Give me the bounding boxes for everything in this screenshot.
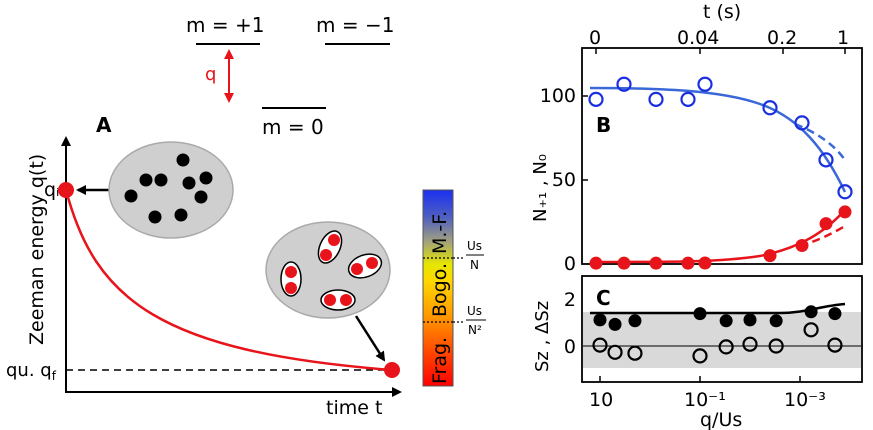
panel-c-series-0-point-8 <box>828 307 842 321</box>
panel-b-series-0-point-0 <box>588 91 604 107</box>
panel-b-top-ticks: 0 0.04 0.2 1 <box>589 27 849 54</box>
panel-c-ylabel: Sz , ΔSz <box>532 301 553 372</box>
panel-c-series-0-point-2 <box>628 314 642 328</box>
panel-b-series-1-point-5 <box>763 249 777 263</box>
panel-b-series-1-point-3 <box>681 256 695 270</box>
panel-b-series-1-point-0 <box>589 256 603 270</box>
panel-b-series-1-point-1 <box>617 256 631 270</box>
b-ytick-50: 50 <box>552 169 576 191</box>
level-label-minus: m = −1 <box>316 13 394 37</box>
panel-b-y-ticks: 0 50 100 <box>540 85 588 275</box>
panel-b-series-0-point-8 <box>837 184 853 200</box>
panel-c-series-1-point-8 <box>827 337 843 353</box>
panel-b-series-0-point-1 <box>616 76 632 92</box>
panel-c-series-0-point-0 <box>593 313 607 327</box>
top-tick-0: 0 <box>589 27 601 49</box>
energy-level-diagram: m = +1 m = −1 m = 0 q <box>186 13 394 139</box>
qf-label: qu. qf <box>6 360 57 383</box>
c-xtick-1e-1: 10⁻¹ <box>684 389 726 411</box>
panel-b-series-1-point-7 <box>819 217 833 231</box>
top-tick-1: 0.04 <box>677 27 719 49</box>
n0-theory-dashed <box>794 122 847 161</box>
panel-c-series-1-point-0 <box>592 337 608 353</box>
cloud-2-pairs <box>280 230 383 311</box>
svg-text:N: N <box>470 258 479 272</box>
panel-b-series-0-point-5 <box>762 100 778 116</box>
panel-b-series-1-point-4 <box>698 256 712 270</box>
top-tick-3: 1 <box>837 27 849 49</box>
final-pair-cloud <box>265 221 391 319</box>
panel-a-label: A <box>96 113 112 137</box>
q-decay-curve <box>64 189 393 372</box>
panel-b-frame <box>581 47 863 265</box>
panel-c-series-1-point-2 <box>627 345 643 361</box>
q-label: q <box>205 64 216 85</box>
colorbar-tick-bottom: Us N² <box>466 304 486 337</box>
panel-b-markers <box>588 76 853 270</box>
panel-c-series-0-point-3 <box>693 307 707 321</box>
panel-b-series-1-point-6 <box>795 239 809 253</box>
panel-c-series-1-point-3 <box>692 348 708 364</box>
regime-colorbar: Frag. Bogo. M.-F. Us N Us N² <box>422 189 486 387</box>
panel-b-series-0-point-7 <box>818 152 834 168</box>
panel-a: m = +1 m = −1 m = 0 q A Zeeman energy q(… <box>6 13 486 419</box>
c-ytick-2: 2 <box>564 289 576 311</box>
cloud-2-arrow <box>354 315 386 362</box>
panel-c-series-0-point-5 <box>743 313 757 327</box>
panel-b-ylabel: N₊₁ , N₀ <box>530 154 551 222</box>
svg-text:Us: Us <box>467 304 482 318</box>
colorbar-label-frag: Frag. <box>429 337 451 384</box>
b-ytick-0: 0 <box>564 253 576 275</box>
b-ytick-100: 100 <box>540 85 576 107</box>
colorbar-tick-top: Us N <box>466 239 484 272</box>
panel-b-series-0-point-6 <box>794 115 810 131</box>
panel-c-series-0-point-4 <box>719 314 733 328</box>
panel-c: C Sz , ΔSz 0 2 10 10⁻¹ 10⁻³ q/Us <box>532 275 863 430</box>
panel-a-x-axis-label: time t <box>326 397 382 419</box>
panel-b-series-0-point-3 <box>680 91 696 107</box>
n1-theory-solid <box>589 209 846 264</box>
panel-b-series-0-point-2 <box>648 91 664 107</box>
panel-c-label: C <box>596 286 611 310</box>
panel-b-top-axis-label: t (s) <box>703 1 741 23</box>
svg-text:N²: N² <box>468 323 482 337</box>
level-label-plus: m = +1 <box>186 13 264 37</box>
panel-c-x-axis-label: q/Us <box>700 409 742 430</box>
panel-c-x-ticks: 10 10⁻¹ 10⁻³ <box>589 376 826 411</box>
panel-c-series-1-point-5 <box>742 336 758 352</box>
panel-b-series-0-point-4 <box>697 76 713 92</box>
colorbar-label-bogo: Bogo. <box>429 263 451 317</box>
qf-marker <box>384 362 400 378</box>
qi-marker <box>58 182 74 198</box>
c-ytick-0: 0 <box>564 336 576 358</box>
qi-label: qᵢ <box>44 179 59 201</box>
colorbar-label-mf: M.-F. <box>429 211 451 254</box>
cloud-1-atoms <box>124 153 213 224</box>
level-label-zero: m = 0 <box>262 115 324 139</box>
panel-b: t (s) 0 0.04 0.2 1 B N₊₁ , N₀ 0 50 100 <box>530 1 863 275</box>
panel-c-series-1-point-4 <box>718 339 734 355</box>
c-xtick-10: 10 <box>589 389 613 411</box>
panel-c-series-0-point-1 <box>608 317 622 331</box>
panel-c-series-1-point-7 <box>803 322 819 338</box>
panel-c-frame <box>581 275 863 383</box>
panel-c-series-1-point-6 <box>768 338 784 354</box>
panel-c-series-1-point-1 <box>607 344 623 360</box>
panel-b-series-1-point-2 <box>649 256 663 270</box>
panel-c-series-0-point-6 <box>769 314 783 328</box>
panel-c-markers <box>592 305 843 364</box>
panel-b-label: B <box>596 113 611 137</box>
c-xtick-1e-3: 10⁻³ <box>784 389 826 411</box>
n0-theory-solid <box>589 86 847 193</box>
panel-b-series-1-point-8 <box>838 205 852 219</box>
panel-a-y-axis-label: Zeeman energy q(t) <box>26 154 48 345</box>
panel-c-series-0-point-7 <box>804 305 818 319</box>
svg-text:Us: Us <box>467 239 482 253</box>
initial-condensate-cloud <box>108 141 234 239</box>
top-tick-2: 0.2 <box>767 27 797 49</box>
panel-c-y-ticks: 0 2 <box>564 289 576 358</box>
